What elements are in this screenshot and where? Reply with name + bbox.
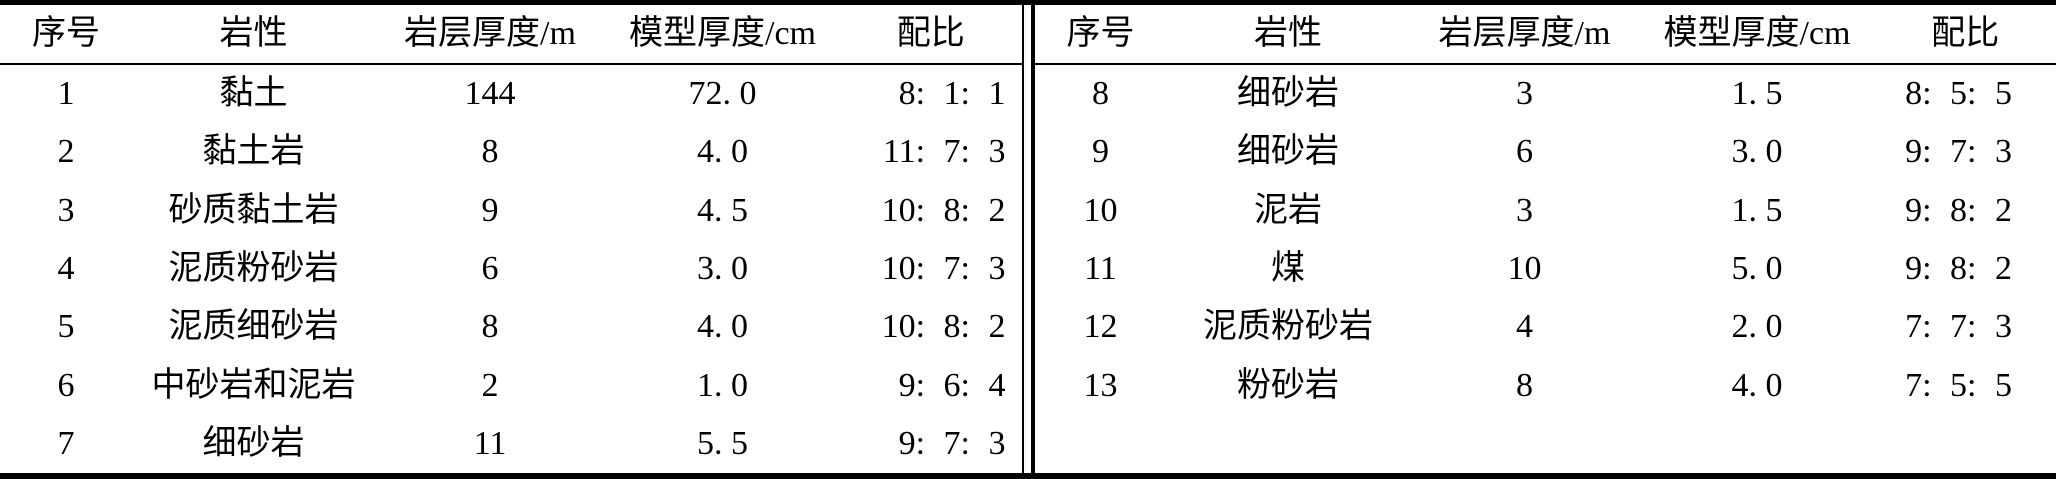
lithology-cell: 泥岩 [1254, 191, 1322, 229]
model-thickness-cell: 4. 0 [697, 133, 748, 171]
table-row: 8 细砂岩 3 1. 5 8: 5: 5 [1035, 65, 2056, 123]
seq-cell: 7 [57, 424, 75, 462]
header-ratio: 配比 [1931, 15, 2000, 52]
ratio-cell: 10: 8: 2 [881, 191, 1006, 229]
header-seq: 序号 [1066, 15, 1135, 52]
ratio-cell: 9: 7: 3 [898, 424, 1006, 462]
ratio-cell: 10: 7: 3 [881, 249, 1006, 287]
header-model-thickness: 模型厚度/cm [1663, 15, 1851, 52]
layer-thickness-cell: 10 [1507, 249, 1542, 287]
lithology-cell: 黏土岩 [202, 133, 305, 171]
seq-cell: 1 [57, 75, 75, 113]
seq-cell: 8 [1092, 75, 1109, 113]
table-row: 13 粉砂岩 8 4. 0 7: 5: 5 [1035, 356, 2056, 414]
layer-thickness-cell: 8 [1516, 366, 1533, 404]
header-layer-thickness: 岩层厚度/m [1438, 15, 1611, 52]
table-row: 3 砂质黏土岩 9 4. 5 10: 8: 2 [0, 182, 1022, 240]
table-row: 12 泥质粉砂岩 4 2. 0 7: 7: 3 [1035, 298, 2056, 356]
table-divider-double-rule [1021, 5, 1035, 473]
lithology-cell: 煤 [1271, 249, 1305, 287]
ratio-cell: 9: 7: 3 [1905, 133, 2012, 171]
ratio-cell: 8: 1: 1 [898, 75, 1006, 113]
table-panel-left: 序号 岩性 岩层厚度/m 模型厚度/cm 配比 1 黏土 144 72. 0 8: 1:… [0, 5, 1022, 473]
layer-thickness-cell: 11 [473, 424, 507, 462]
layer-thickness-cell: 9 [481, 191, 499, 229]
table-row: 7 细砂岩 11 5. 5 9: 7: 3 [0, 415, 1022, 473]
header-seq: 序号 [32, 15, 100, 52]
layer-thickness-cell: 6 [481, 249, 499, 287]
model-thickness-cell: 4. 0 [697, 308, 748, 346]
lithology-cell: 细砂岩 [1237, 133, 1339, 171]
model-thickness-cell: 2. 0 [1731, 308, 1783, 346]
model-thickness-cell: 1. 0 [697, 366, 748, 404]
ratio-cell: 7: 5: 5 [1905, 366, 2012, 404]
layer-thickness-cell: 4 [1516, 308, 1533, 346]
model-thickness-cell: 1. 5 [1731, 75, 1783, 113]
seq-cell: 13 [1083, 366, 1118, 404]
layer-thickness-cell: 3 [1516, 75, 1533, 113]
layer-thickness-cell: 8 [481, 308, 499, 346]
table-row: 2 黏土岩 8 4. 0 11: 7: 3 [0, 123, 1022, 181]
ratio-cell: 9: 8: 2 [1905, 191, 2012, 229]
table-body-right: 8 细砂岩 3 1. 5 8: 5: 5 9 细砂岩 6 3. 0 9: 7: 3 10 泥岩 3 1. … [1035, 65, 2056, 473]
lithology-cell: 黏土 [219, 75, 288, 113]
table-header-left: 序号 岩性 岩层厚度/m 模型厚度/cm 配比 [0, 5, 1022, 63]
lithology-cell: 泥质细砂岩 [168, 308, 339, 346]
layer-thickness-cell: 2 [481, 366, 499, 404]
model-thickness-cell: 3. 0 [697, 249, 748, 287]
table-row: 6 中砂岩和泥岩 2 1. 0 9: 6: 4 [0, 356, 1022, 414]
layer-thickness-cell: 144 [464, 75, 516, 113]
seq-cell: 6 [57, 366, 75, 404]
table-header-right: 序号 岩性 岩层厚度/m 模型厚度/cm 配比 [1035, 5, 2056, 63]
lithology-cell: 细砂岩 [1237, 75, 1339, 113]
layer-thickness-cell: 8 [481, 133, 499, 171]
table-row: 9 细砂岩 6 3. 0 9: 7: 3 [1035, 123, 2056, 181]
table-body-left: 1 黏土 144 72. 0 8: 1: 1 2 黏土岩 8 4. 0 11: 7: 3 3 砂质黏土… [0, 65, 1022, 473]
lithology-cell: 砂质黏土岩 [168, 191, 339, 229]
model-thickness-cell: 5. 5 [697, 424, 748, 462]
seq-cell: 12 [1083, 308, 1118, 346]
model-thickness-cell: 1. 5 [1731, 191, 1783, 229]
model-thickness-cell: 3. 0 [1731, 133, 1783, 171]
table-row: 4 泥质粉砂岩 6 3. 0 10: 7: 3 [0, 240, 1022, 298]
table-row: 11 煤 10 5. 0 9: 8: 2 [1035, 240, 2056, 298]
lithology-cell: 粉砂岩 [1237, 366, 1339, 404]
ratio-cell: 10: 8: 2 [881, 308, 1006, 346]
layer-thickness-cell: 6 [1516, 133, 1533, 171]
header-ratio: 配比 [896, 15, 965, 52]
model-thickness-cell: 5. 0 [1731, 249, 1783, 287]
seq-cell: 11 [1084, 249, 1117, 287]
ratio-cell: 11: 7: 3 [882, 133, 1006, 171]
table-row: 5 泥质细砂岩 8 4. 0 10: 8: 2 [0, 298, 1022, 356]
ratio-cell: 8: 5: 5 [1905, 75, 2012, 113]
lithology-cell: 泥质粉砂岩 [1203, 308, 1373, 346]
model-thickness-cell: 4. 0 [1731, 366, 1783, 404]
header-rule-left [0, 63, 1022, 65]
header-model-thickness: 模型厚度/cm [629, 15, 816, 52]
table-row: 1 黏土 144 72. 0 8: 1: 1 [0, 65, 1022, 123]
ratio-cell: 9: 6: 4 [898, 366, 1006, 404]
ratio-cell: 9: 8: 2 [1905, 249, 2012, 287]
lithology-cell: 细砂岩 [202, 424, 305, 462]
model-thickness-cell: 4. 5 [697, 191, 748, 229]
table-row: 10 泥岩 3 1. 5 9: 8: 2 [1035, 182, 2056, 240]
table-panel-right: 序号 岩性 岩层厚度/m 模型厚度/cm 配比 8 细砂岩 3 1. 5 8: 5: 5… [1034, 5, 2056, 473]
lithology-cell: 泥质粉砂岩 [168, 249, 339, 287]
layer-thickness-cell: 3 [1516, 191, 1533, 229]
header-lithology: 岩性 [1254, 15, 1322, 52]
seq-cell: 9 [1092, 133, 1109, 171]
header-rule-right [1034, 63, 2056, 65]
header-layer-thickness: 岩层厚度/m [404, 15, 576, 52]
header-lithology: 岩性 [219, 15, 288, 52]
seq-cell: 3 [57, 191, 75, 229]
lithology-cell: 中砂岩和泥岩 [151, 366, 356, 404]
seq-cell: 2 [57, 133, 75, 171]
seq-cell: 4 [57, 249, 75, 287]
model-thickness-cell: 72. 0 [688, 75, 757, 113]
ratio-cell: 7: 7: 3 [1905, 308, 2012, 346]
seq-cell: 10 [1083, 191, 1118, 229]
seq-cell: 5 [57, 308, 75, 346]
